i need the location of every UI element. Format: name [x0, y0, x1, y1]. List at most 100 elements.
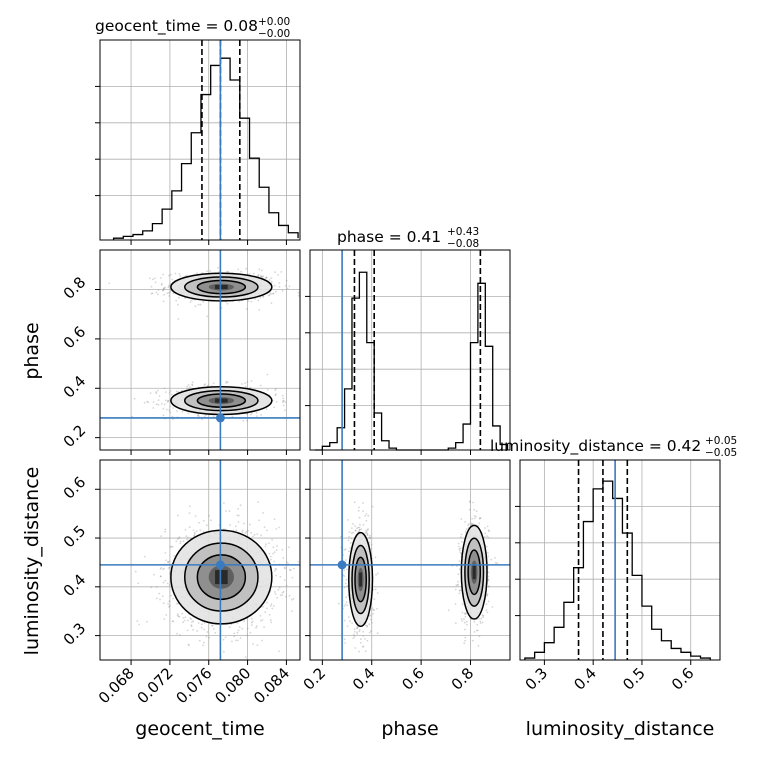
- sample-point: [199, 529, 202, 532]
- sample-point: [192, 529, 195, 532]
- sample-point: [278, 650, 280, 653]
- sample-point: [162, 288, 165, 290]
- hist-steps-luminosity_distance: [524, 480, 711, 660]
- xlabel-geocent-time: geocent_time: [135, 718, 264, 740]
- sample-point: [260, 414, 263, 416]
- sample-point: [206, 631, 209, 633]
- sample-point: [358, 529, 361, 531]
- sample-point: [298, 294, 300, 297]
- sample-point: [258, 268, 261, 271]
- sample-point: [202, 519, 205, 522]
- sample-point: [146, 400, 149, 403]
- sample-point: [228, 626, 231, 629]
- sample-point: [297, 291, 300, 294]
- sample-point: [343, 605, 346, 607]
- sample-point: [175, 410, 178, 412]
- sample-point: [486, 545, 488, 548]
- sample-point: [291, 576, 294, 579]
- sample-point: [351, 622, 353, 624]
- density-peak-2-0: [359, 572, 363, 587]
- sample-point: [286, 561, 288, 563]
- sample-point: [275, 401, 278, 403]
- sample-point: [149, 392, 152, 394]
- sample-point: [484, 532, 487, 535]
- sample-point: [138, 623, 141, 626]
- sample-point: [268, 542, 270, 544]
- hist-panel-geocent-time: [95, 39, 301, 245]
- sample-point: [270, 302, 273, 304]
- sample-point: [152, 407, 155, 409]
- sample-point: [244, 532, 247, 534]
- sample-point: [210, 519, 212, 522]
- title-phase: phase = 0.41: [337, 228, 441, 246]
- sample-point: [275, 574, 278, 577]
- sample-point: [184, 528, 187, 531]
- sample-point: [170, 546, 172, 548]
- sample-point: [181, 410, 184, 413]
- sample-point: [165, 391, 167, 393]
- sample-point: [164, 530, 166, 533]
- sample-point: [152, 278, 154, 281]
- sample-point: [150, 285, 153, 288]
- sample-point: [155, 291, 158, 294]
- sample-point: [265, 276, 268, 279]
- sample-point: [182, 621, 185, 624]
- sample-point: [347, 519, 349, 521]
- sample-point: [177, 613, 179, 615]
- sample-point: [487, 555, 489, 557]
- sample-point: [236, 622, 239, 624]
- sample-point: [278, 285, 281, 288]
- sample-point: [170, 393, 173, 396]
- sample-point: [487, 578, 490, 581]
- sample-point: [284, 567, 287, 570]
- sample-point: [464, 521, 466, 523]
- sample-point: [460, 618, 463, 620]
- sample-point: [366, 639, 369, 642]
- sample-point: [256, 533, 259, 535]
- sample-point: [284, 409, 286, 412]
- sample-point: [166, 292, 169, 295]
- sample-point: [356, 631, 358, 634]
- sample-point: [108, 282, 111, 285]
- sample-point: [276, 596, 278, 599]
- sample-point: [274, 568, 277, 570]
- sample-point: [218, 271, 220, 273]
- sample-point: [345, 578, 348, 581]
- sample-point: [171, 545, 174, 548]
- sample-point: [344, 582, 347, 585]
- sample-point: [288, 568, 291, 571]
- sample-point: [371, 505, 374, 508]
- sample-point: [275, 528, 278, 530]
- sample-point: [163, 567, 165, 570]
- sample-point: [238, 300, 240, 303]
- sample-point: [164, 579, 167, 582]
- sample-point: [157, 399, 160, 401]
- sample-point: [269, 619, 272, 622]
- sample-point: [268, 552, 271, 555]
- sample-point: [158, 592, 161, 595]
- sample-point: [281, 594, 283, 596]
- sample-point: [160, 575, 162, 578]
- sample-point: [178, 296, 180, 299]
- sample-point: [214, 631, 217, 634]
- sample-point: [191, 621, 193, 623]
- sample-point: [262, 295, 265, 298]
- sample-point: [167, 603, 170, 605]
- sample-point: [283, 579, 286, 581]
- sample-point: [261, 269, 263, 272]
- sample-point: [461, 620, 463, 622]
- sample-point: [162, 595, 164, 597]
- sample-point: [225, 380, 228, 383]
- sample-point: [374, 556, 377, 559]
- sample-point: [249, 523, 251, 526]
- sample-point: [275, 393, 277, 396]
- sample-point: [260, 534, 262, 537]
- sample-point: [281, 290, 284, 292]
- sample-point: [163, 293, 165, 296]
- hist-panel-luminosity-distance: 0.3 0.4 0.5 0.6: [515, 459, 721, 694]
- sample-point: [162, 289, 164, 292]
- density-peak-2-1: [472, 565, 476, 580]
- hist-panel-geocent-time-background: [100, 40, 300, 240]
- sample-point: [168, 284, 170, 287]
- sample-point: [264, 545, 267, 548]
